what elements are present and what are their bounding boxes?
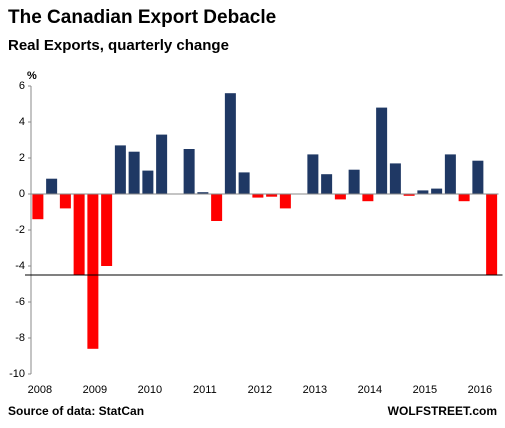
bar: [252, 194, 264, 198]
bar: [458, 194, 470, 202]
y-tick-label: 4: [19, 116, 25, 128]
y-tick-label: -6: [15, 296, 25, 308]
x-tick-label: 2013: [303, 384, 327, 396]
bar: [73, 194, 85, 275]
x-tick-label: 2011: [193, 384, 217, 396]
credit: WOLFSTREET.com: [388, 404, 497, 418]
y-tick-label: -8: [15, 332, 25, 344]
x-tick-label: 2010: [138, 384, 162, 396]
y-tick-label: -10: [9, 368, 25, 380]
x-tick-label: 2015: [413, 384, 437, 396]
y-tick-label: 0: [19, 188, 25, 200]
bar: [87, 194, 99, 349]
bar: [156, 134, 168, 194]
bar: [224, 93, 236, 194]
bar: [183, 149, 195, 194]
y-tick-label: -2: [15, 224, 25, 236]
bar: [376, 107, 388, 194]
bar: [32, 194, 44, 220]
bar: [46, 178, 58, 194]
bar: [321, 174, 333, 194]
bar: [486, 194, 498, 275]
bar: [238, 172, 250, 194]
bar: [444, 154, 456, 194]
y-unit-label: %: [27, 70, 37, 82]
chart-subtitle: Real Exports, quarterly change: [8, 37, 229, 54]
x-tick-label: 2012: [248, 384, 272, 396]
bar: [128, 151, 140, 194]
x-tick-label: 2008: [28, 384, 52, 396]
source: Source of data: StatCan: [8, 404, 144, 418]
bar: [307, 154, 319, 194]
bar: [472, 160, 484, 194]
bar: [348, 169, 360, 194]
bar: [431, 188, 443, 194]
x-tick-label: 2009: [83, 384, 107, 396]
chart-title: The Canadian Export Debacle: [8, 7, 276, 28]
bar: [403, 194, 415, 196]
bar: [334, 194, 346, 200]
bar: [417, 190, 429, 194]
y-tick-label: 6: [19, 80, 25, 92]
bar: [142, 170, 154, 194]
bar: [266, 194, 278, 197]
bar: [59, 194, 71, 209]
bar: [389, 163, 401, 194]
bar: [114, 145, 126, 194]
x-tick-label: 2016: [468, 384, 492, 396]
bar: [211, 194, 223, 221]
bar: [101, 194, 113, 266]
y-tick-label: 2: [19, 152, 25, 164]
bar: [279, 194, 291, 209]
bar: [362, 194, 374, 202]
y-tick-label: -4: [15, 260, 25, 272]
bar: [197, 192, 209, 194]
x-tick-label: 2014: [358, 384, 382, 396]
